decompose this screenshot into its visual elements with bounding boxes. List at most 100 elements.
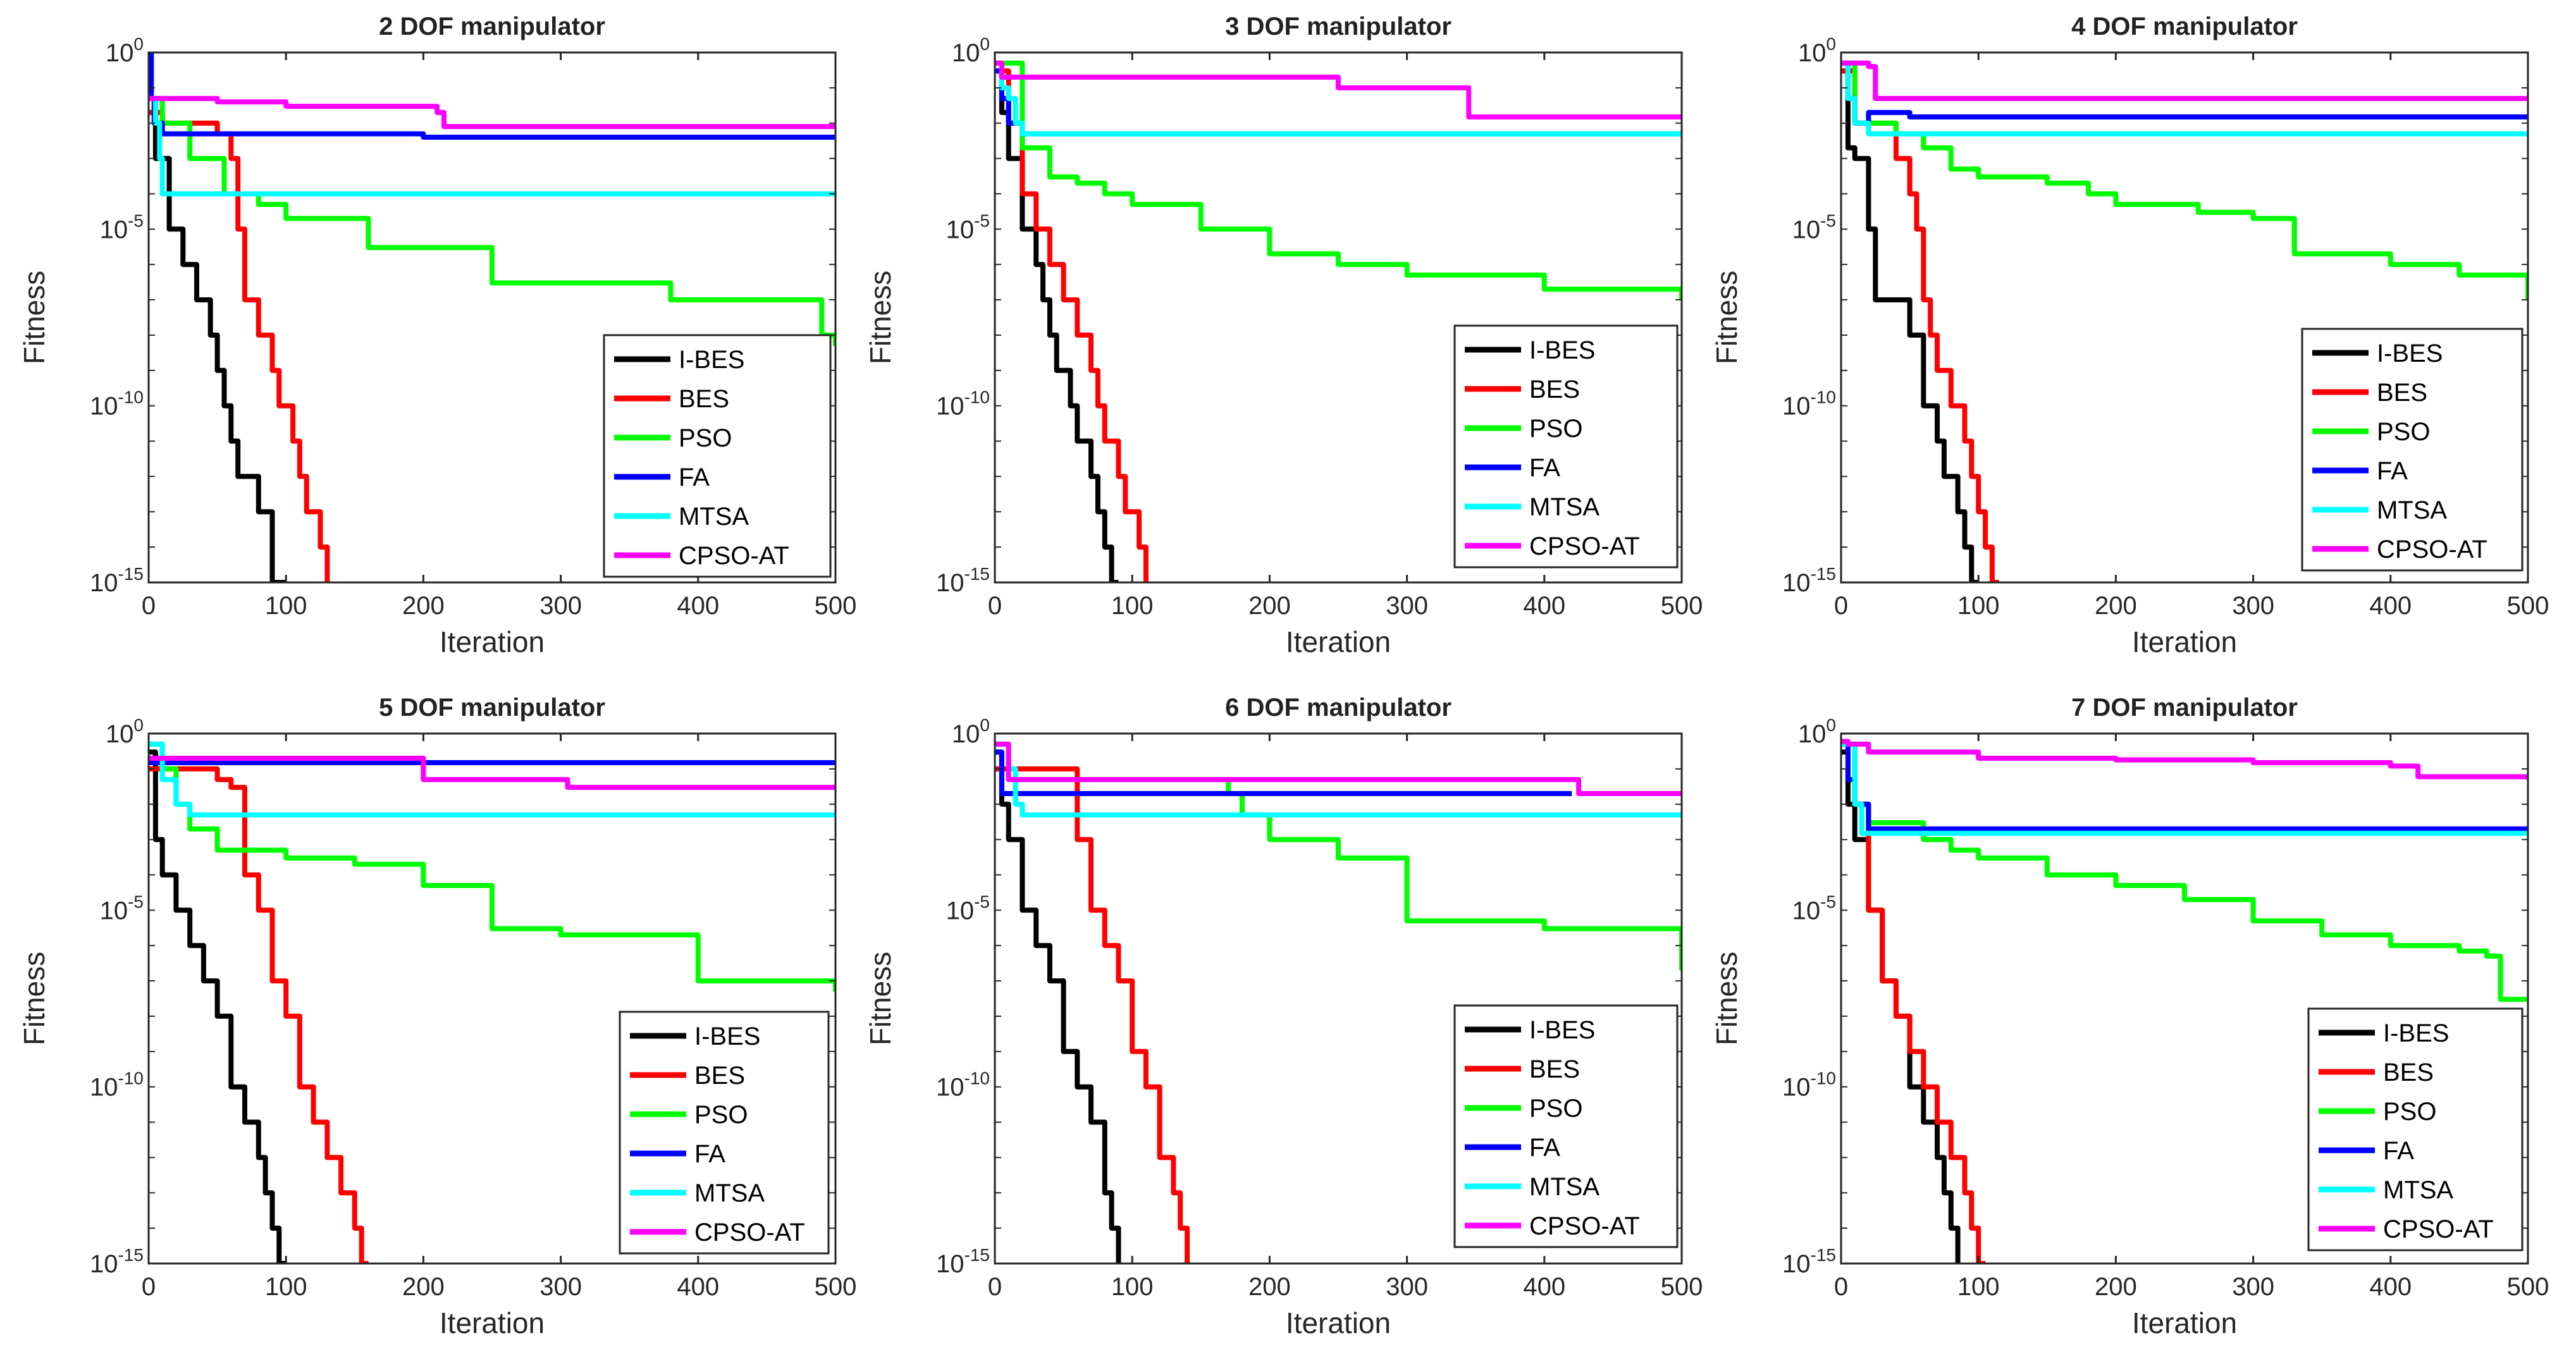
x-tick-label: 300	[2232, 592, 2274, 620]
legend-label-pso: PSO	[2377, 418, 2430, 446]
x-tick-label: 300	[1386, 1273, 1428, 1301]
x-tick-label: 100	[265, 1273, 307, 1301]
legend-box	[1453, 324, 1679, 569]
chart-title: 3 DOF manipulator	[1225, 13, 1451, 40]
y-tick-label: 10-5	[946, 211, 990, 243]
x-tick-label: 500	[1661, 1273, 1703, 1301]
series-line-mtsa	[995, 60, 1682, 137]
legend-label-mtsa: MTSA	[2383, 1176, 2453, 1204]
legend-box	[1453, 1004, 1679, 1248]
legend-label-bes: BES	[2377, 379, 2427, 407]
legend-label-i-bes: I-BES	[2377, 340, 2443, 367]
x-tick-label: 200	[1248, 592, 1291, 620]
series-group	[149, 741, 835, 1263]
legend-box	[603, 334, 832, 578]
series-line-bes	[149, 766, 369, 1263]
y-tick-label: 10-10	[936, 1069, 990, 1102]
chart-title: 2 DOF manipulator	[379, 13, 605, 40]
y-axis-label: Fitness	[1710, 952, 1743, 1045]
x-tick-label: 500	[815, 1273, 857, 1301]
series-line-i-bes	[995, 68, 1119, 582]
y-tick-label: 10-15	[1782, 1245, 1836, 1278]
series-line-bes	[149, 109, 330, 582]
y-tick-label: 10-5	[100, 211, 144, 243]
legend: I-BES BES PSO FA MTSA CPSO-AT	[603, 334, 832, 578]
x-tick-label: 0	[142, 1273, 156, 1301]
series-line-fa	[149, 52, 835, 140]
legend-label-i-bes: I-BES	[694, 1023, 760, 1050]
chart-panel-2dof: 2 DOF manipulator 0 100 200 300 400 500 10-15 10…	[18, 13, 856, 658]
y-tick-label: 10-5	[1792, 892, 1836, 925]
series-group	[149, 52, 835, 582]
x-tick-label: 200	[2095, 1273, 2137, 1301]
legend-label-fa: FA	[2377, 457, 2408, 485]
x-axis-label: Iteration	[2132, 1306, 2237, 1339]
legend: I-BES BES PSO FA MTSA CPSO-AT	[2307, 1007, 2524, 1251]
x-tick-label: 200	[1248, 1273, 1291, 1301]
chart-title: 6 DOF manipulator	[1225, 694, 1451, 722]
x-tick-label: 100	[1957, 1273, 2000, 1301]
x-axis-label: Iteration	[440, 625, 545, 658]
x-tick-label: 500	[1661, 592, 1703, 620]
legend-box	[619, 1011, 830, 1255]
legend-label-i-bes: I-BES	[2383, 1019, 2449, 1047]
y-tick-label: 10-10	[90, 388, 144, 421]
legend-label-cpso-at: CPSO-AT	[2377, 536, 2487, 563]
series-line-mtsa	[149, 741, 835, 818]
y-axis-label: Fitness	[864, 952, 897, 1045]
x-tick-label: 500	[815, 592, 857, 620]
y-tick-label: 10-10	[1782, 1069, 1836, 1102]
x-tick-label: 400	[2369, 592, 2412, 620]
y-axis-label: Fitness	[18, 952, 51, 1045]
y-axis-label: Fitness	[1710, 271, 1743, 364]
axes-box	[994, 732, 1683, 1265]
legend-label-mtsa: MTSA	[679, 503, 749, 531]
chart-panel-4dof: 4 DOF manipulator 0 100 200 300 400 500 10-15 10…	[1710, 13, 2549, 658]
x-tick-label: 400	[2369, 1273, 2412, 1301]
legend-label-pso: PSO	[1529, 415, 1582, 443]
legend-label-fa: FA	[1529, 454, 1560, 482]
x-tick-label: 400	[1523, 592, 1565, 620]
legend-label-cpso-at: CPSO-AT	[2383, 1215, 2494, 1243]
legend-label-bes: BES	[2383, 1059, 2434, 1086]
legend-box	[2307, 1007, 2524, 1251]
x-tick-label: 100	[1111, 1273, 1154, 1301]
y-tick-label: 10-15	[936, 1245, 990, 1278]
y-tick-label: 100	[106, 715, 144, 748]
axes-box	[1840, 51, 2529, 584]
y-axis-label: Fitness	[864, 271, 897, 364]
x-tick-label: 0	[988, 592, 1002, 620]
x-tick-label: 400	[677, 592, 719, 620]
x-tick-label: 400	[677, 1273, 719, 1301]
y-tick-label: 100	[106, 34, 144, 67]
legend-label-cpso-at: CPSO-AT	[1529, 1212, 1640, 1240]
series-line-i-bes	[149, 109, 287, 582]
x-axis-label: Iteration	[2132, 625, 2237, 658]
chart-title: 4 DOF manipulator	[2071, 13, 2298, 40]
legend-label-mtsa: MTSA	[1529, 1173, 1599, 1201]
y-tick-label: 10-10	[90, 1069, 144, 1102]
y-tick-label: 10-15	[1782, 564, 1836, 597]
series-line-cpso-at	[149, 756, 835, 790]
series-line-fa	[1841, 60, 2528, 126]
x-tick-label: 300	[2232, 1273, 2274, 1301]
series-line-i-bes	[149, 749, 287, 1263]
legend-label-cpso-at: CPSO-AT	[679, 542, 789, 570]
x-tick-label: 300	[539, 1273, 582, 1301]
x-tick-label: 100	[265, 592, 307, 620]
chart-panel-3dof: 3 DOF manipulator 0 100 200 300 400 500 10-15 10…	[864, 13, 1703, 658]
x-tick-label: 200	[402, 1273, 445, 1301]
series-line-cpso-at	[1841, 60, 2528, 101]
legend-label-mtsa: MTSA	[1529, 493, 1599, 521]
legend-label-bes: BES	[1529, 376, 1580, 403]
legend: I-BES BES PSO FA MTSA CPSO-AT	[1453, 324, 1679, 569]
x-tick-label: 0	[142, 592, 156, 620]
y-tick-label: 10-10	[1782, 388, 1836, 421]
legend: I-BES BES PSO FA MTSA CPSO-AT	[2301, 328, 2524, 572]
x-tick-label: 200	[402, 592, 445, 620]
legend-label-mtsa: MTSA	[2377, 496, 2447, 524]
series-group	[1841, 739, 2528, 1263]
y-tick-label: 10-15	[90, 1245, 144, 1278]
series-group	[1841, 60, 2528, 582]
